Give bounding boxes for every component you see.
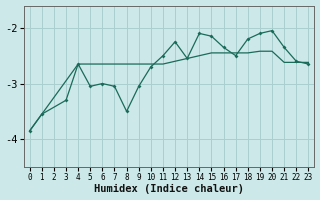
- X-axis label: Humidex (Indice chaleur): Humidex (Indice chaleur): [94, 184, 244, 194]
